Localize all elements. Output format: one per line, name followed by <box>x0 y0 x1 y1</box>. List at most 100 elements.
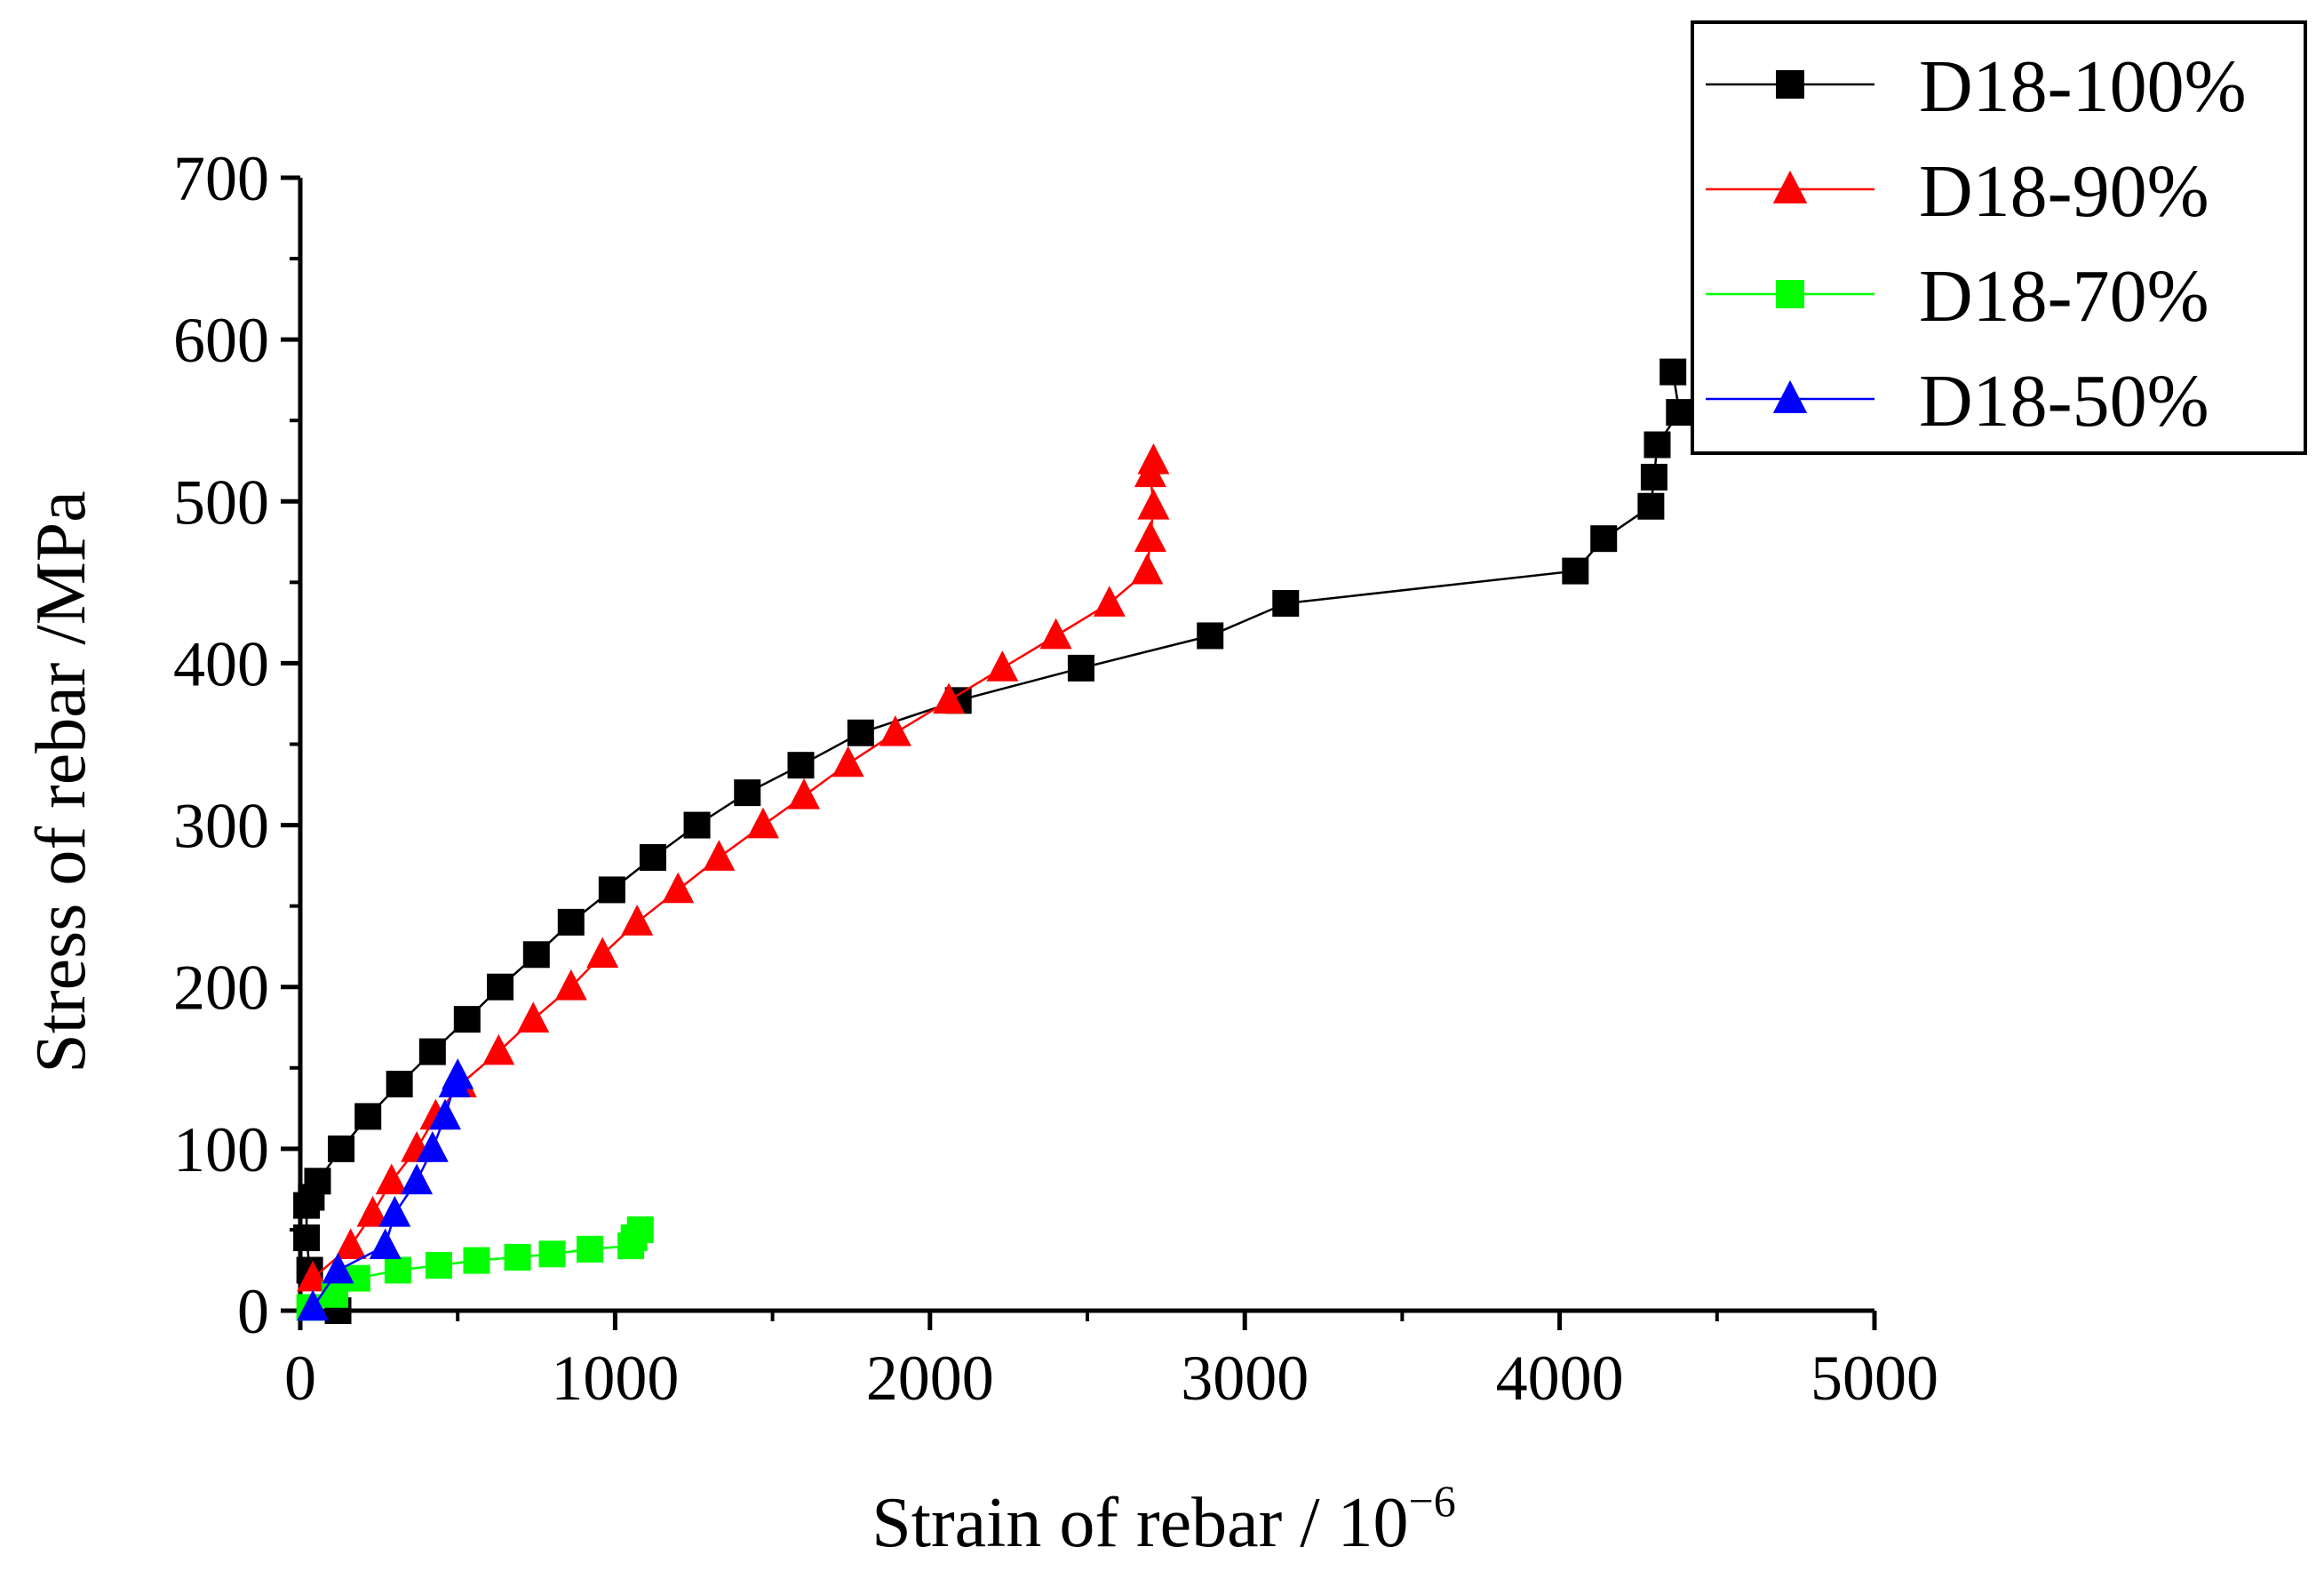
data-point <box>369 1228 402 1259</box>
data-point <box>683 811 711 839</box>
data-point <box>322 1252 354 1284</box>
y-tick-label: 0 <box>237 1276 269 1347</box>
data-point <box>847 719 874 746</box>
legend-marker <box>1776 70 1804 99</box>
data-point <box>517 1001 550 1033</box>
data-point <box>504 1243 531 1271</box>
data-point <box>1637 492 1665 520</box>
data-point <box>1039 618 1072 650</box>
legend-marker <box>1776 280 1804 308</box>
data-point <box>356 1195 389 1227</box>
data-point <box>1093 586 1126 617</box>
data-point <box>429 1098 462 1130</box>
data-point <box>703 840 736 871</box>
x-tick-label: 3000 <box>1181 1343 1309 1414</box>
y-tick-label: 600 <box>173 305 269 376</box>
y-tick-label: 100 <box>173 1114 269 1185</box>
data-point <box>986 650 1019 682</box>
data-point <box>554 969 587 1001</box>
data-point <box>1067 654 1094 682</box>
axes <box>298 178 1874 1313</box>
data-point <box>1644 431 1671 459</box>
data-point <box>1131 553 1164 585</box>
x-axis-title: Strain of rebar / 10−6 <box>872 1476 1455 1562</box>
x-tick-label: 5000 <box>1811 1343 1938 1414</box>
data-point <box>787 752 815 779</box>
data-point <box>1197 622 1224 650</box>
data-point <box>788 778 821 809</box>
data-point <box>463 1247 490 1274</box>
data-point <box>639 844 666 871</box>
series-line <box>305 371 1681 1312</box>
data-point <box>746 807 779 839</box>
data-point <box>293 1224 321 1252</box>
data-point <box>557 908 585 936</box>
data-point <box>538 1240 566 1268</box>
data-point <box>386 1071 413 1097</box>
data-point <box>1640 463 1667 490</box>
data-point <box>1590 525 1618 553</box>
data-point <box>304 1168 331 1195</box>
data-point <box>482 1033 515 1065</box>
legend-label: D18-90% <box>1919 150 2209 233</box>
y-tick-label: 500 <box>173 467 269 538</box>
legend-label: D18-70% <box>1919 255 2209 338</box>
data-point <box>425 1252 452 1279</box>
data-point <box>416 1131 449 1162</box>
x-tick-label: 2000 <box>866 1343 994 1414</box>
data-point <box>662 872 695 904</box>
data-point <box>375 1163 408 1195</box>
data-point <box>401 1163 434 1195</box>
data-point <box>522 941 550 969</box>
data-point <box>384 1256 411 1284</box>
data-point <box>1666 399 1693 427</box>
series-4 <box>297 1058 474 1321</box>
legend-marker <box>1772 379 1808 413</box>
y-tick-label: 700 <box>173 143 269 214</box>
y-tick-label: 300 <box>173 791 269 862</box>
x-tick-label: 1000 <box>551 1343 679 1414</box>
legend-marker <box>1772 170 1808 203</box>
data-point <box>442 1058 474 1089</box>
data-point <box>328 1135 355 1162</box>
x-tick-label: 4000 <box>1496 1343 1624 1414</box>
data-point <box>621 905 654 936</box>
data-point <box>297 1289 330 1321</box>
data-point <box>1134 521 1166 553</box>
y-tick-label: 400 <box>173 628 269 699</box>
series-3 <box>296 1216 654 1321</box>
data-point <box>378 1195 411 1227</box>
data-point <box>1272 590 1300 618</box>
x-axis-title-main: Strain of rebar / 10 <box>872 1484 1408 1562</box>
data-point <box>1137 443 1170 474</box>
data-point <box>1562 557 1589 585</box>
x-tick-label: 0 <box>284 1343 316 1414</box>
data-point <box>734 779 761 807</box>
data-point <box>453 1006 481 1033</box>
data-point <box>1137 488 1170 520</box>
data-point <box>577 1235 604 1263</box>
y-axis-title: Stress of rebar /MPa <box>22 490 100 1073</box>
data-point <box>626 1216 654 1243</box>
legend: D18-100% D18-90% D18-70% D18-50% <box>1691 20 2307 455</box>
data-point <box>832 746 864 778</box>
data-point <box>933 682 966 714</box>
data-point <box>879 714 911 746</box>
data-point <box>598 876 625 904</box>
legend-label: D18-50% <box>1919 360 2209 443</box>
data-point <box>297 1260 330 1292</box>
series-1 <box>293 358 1693 1324</box>
data-point <box>1659 358 1687 386</box>
data-point <box>586 937 619 969</box>
data-point <box>418 1038 446 1065</box>
legend-label: D18-100% <box>1919 45 2247 128</box>
data-point <box>487 973 514 1001</box>
series-layer <box>293 358 1693 1324</box>
x-axis-title-exponent: −6 <box>1409 1476 1456 1526</box>
data-point <box>334 1228 367 1259</box>
ticks: 0 100 200 300 400 500 600 700 0 1000 2000 3000 4000 5… <box>173 143 1938 1414</box>
y-tick-label: 200 <box>173 953 269 1024</box>
series-2 <box>297 443 1170 1292</box>
data-point <box>354 1103 382 1130</box>
